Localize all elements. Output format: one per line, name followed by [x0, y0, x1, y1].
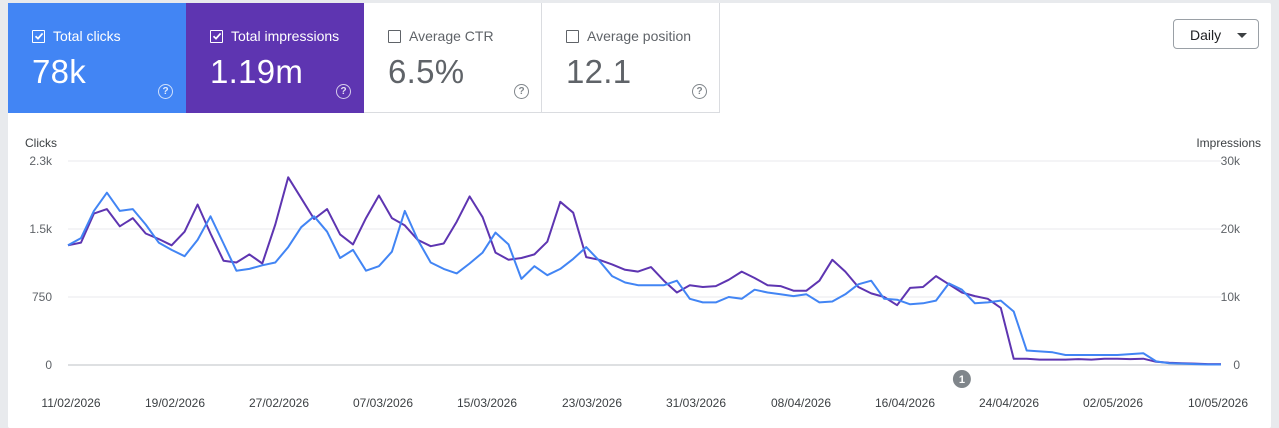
x-tick-label: 11/02/2026 — [41, 396, 100, 410]
metric-label: Total impressions — [231, 28, 340, 44]
metric-value: 6.5% — [388, 53, 465, 90]
y-tick-label-right: 20k — [1221, 222, 1241, 236]
metric-tile-average-ctr[interactable]: Average CTR 6.5%? — [364, 3, 542, 113]
performance-card: Total clicks 78k? Total impressions 1.19m? A… — [8, 3, 1271, 428]
annotation-label: 1 — [959, 374, 965, 386]
x-tick-label: 07/03/2026 — [353, 396, 413, 410]
y-tick-labels: 2.3k 30k 1.5k 20k 750 10k 0 0 — [29, 154, 1241, 372]
y-tick-label-left: 1.5k — [29, 222, 53, 236]
x-tick-label: 24/04/2026 — [979, 396, 1039, 410]
check-icon — [34, 32, 43, 40]
metric-checkbox[interactable] — [32, 29, 45, 43]
chart-annotation[interactable]: 1 — [952, 370, 971, 388]
x-tick-label: 15/03/2026 — [457, 396, 517, 410]
metric-label: Average CTR — [409, 28, 494, 44]
y-tick-label-left: 0 — [45, 358, 52, 372]
metric-value: 12.1 — [566, 53, 632, 90]
metric-tile-total-impressions[interactable]: Total impressions 1.19m? — [186, 3, 364, 113]
chart-grid — [68, 160, 1221, 366]
x-tick-label: 23/03/2026 — [562, 396, 622, 410]
y-tick-label-left: 750 — [32, 290, 52, 304]
x-tick-label: 31/03/2026 — [666, 396, 726, 410]
performance-chart: Clicks Impressions 2.3k 30k 1.5k 20k 750 10k 0… — [25, 136, 1261, 410]
period-dropdown[interactable]: Daily — [1173, 19, 1259, 49]
series-line-impressions — [67, 176, 1221, 366]
y-tick-label-left: 2.3k — [29, 154, 53, 168]
y-axis-label-left: Clicks — [25, 136, 57, 150]
metric-label: Average position — [587, 28, 692, 44]
help-circle-icon[interactable]: ? — [336, 84, 351, 99]
y-tick-label-right: 0 — [1233, 358, 1240, 372]
x-tick-label: 02/05/2026 — [1083, 396, 1143, 410]
metric-value: 1.19m — [210, 53, 304, 90]
arrow-drop-down-icon — [1237, 33, 1247, 38]
metric-tiles: Total clicks 78k? Total impressions 1.19m? A… — [8, 3, 720, 113]
chart-lines — [67, 176, 1221, 366]
y-tick-label-right: 10k — [1221, 290, 1241, 304]
x-tick-label: 27/02/2026 — [249, 396, 309, 410]
annotation-marker[interactable] — [952, 370, 971, 388]
help-circle-icon[interactable]: ? — [158, 84, 173, 99]
metric-header: Total impressions — [210, 28, 339, 44]
y-tick-label-right: 30k — [1221, 154, 1241, 168]
metric-label: Total clicks — [53, 28, 121, 44]
check-icon — [212, 32, 221, 40]
x-tick-label: 19/02/2026 — [145, 396, 205, 410]
metric-checkbox[interactable] — [210, 29, 223, 43]
x-tick-label: 16/04/2026 — [875, 396, 935, 410]
metric-tile-total-clicks[interactable]: Total clicks 78k? — [8, 3, 186, 113]
metric-header: Average position — [566, 28, 691, 44]
period-dropdown-label: Daily — [1190, 27, 1222, 43]
help-circle-icon[interactable]: ? — [692, 84, 707, 99]
metric-value: 78k — [32, 53, 87, 90]
metric-tile-average-position[interactable]: Average position 12.1? — [542, 3, 720, 113]
metric-header: Average CTR — [388, 28, 494, 44]
x-tick-label: 10/05/2026 — [1188, 396, 1248, 410]
y-axis-label-right: Impressions — [1196, 136, 1261, 150]
series-line-clicks — [67, 191, 1221, 366]
metric-checkbox[interactable] — [388, 29, 401, 43]
x-tick-labels: 11/02/2026 19/02/2026 27/02/2026 07/03/2026… — [41, 396, 1248, 410]
x-tick-label: 08/04/2026 — [771, 396, 831, 410]
help-circle-icon[interactable]: ? — [514, 84, 529, 99]
metric-header: Total clicks — [32, 28, 121, 44]
metric-checkbox[interactable] — [566, 29, 579, 43]
